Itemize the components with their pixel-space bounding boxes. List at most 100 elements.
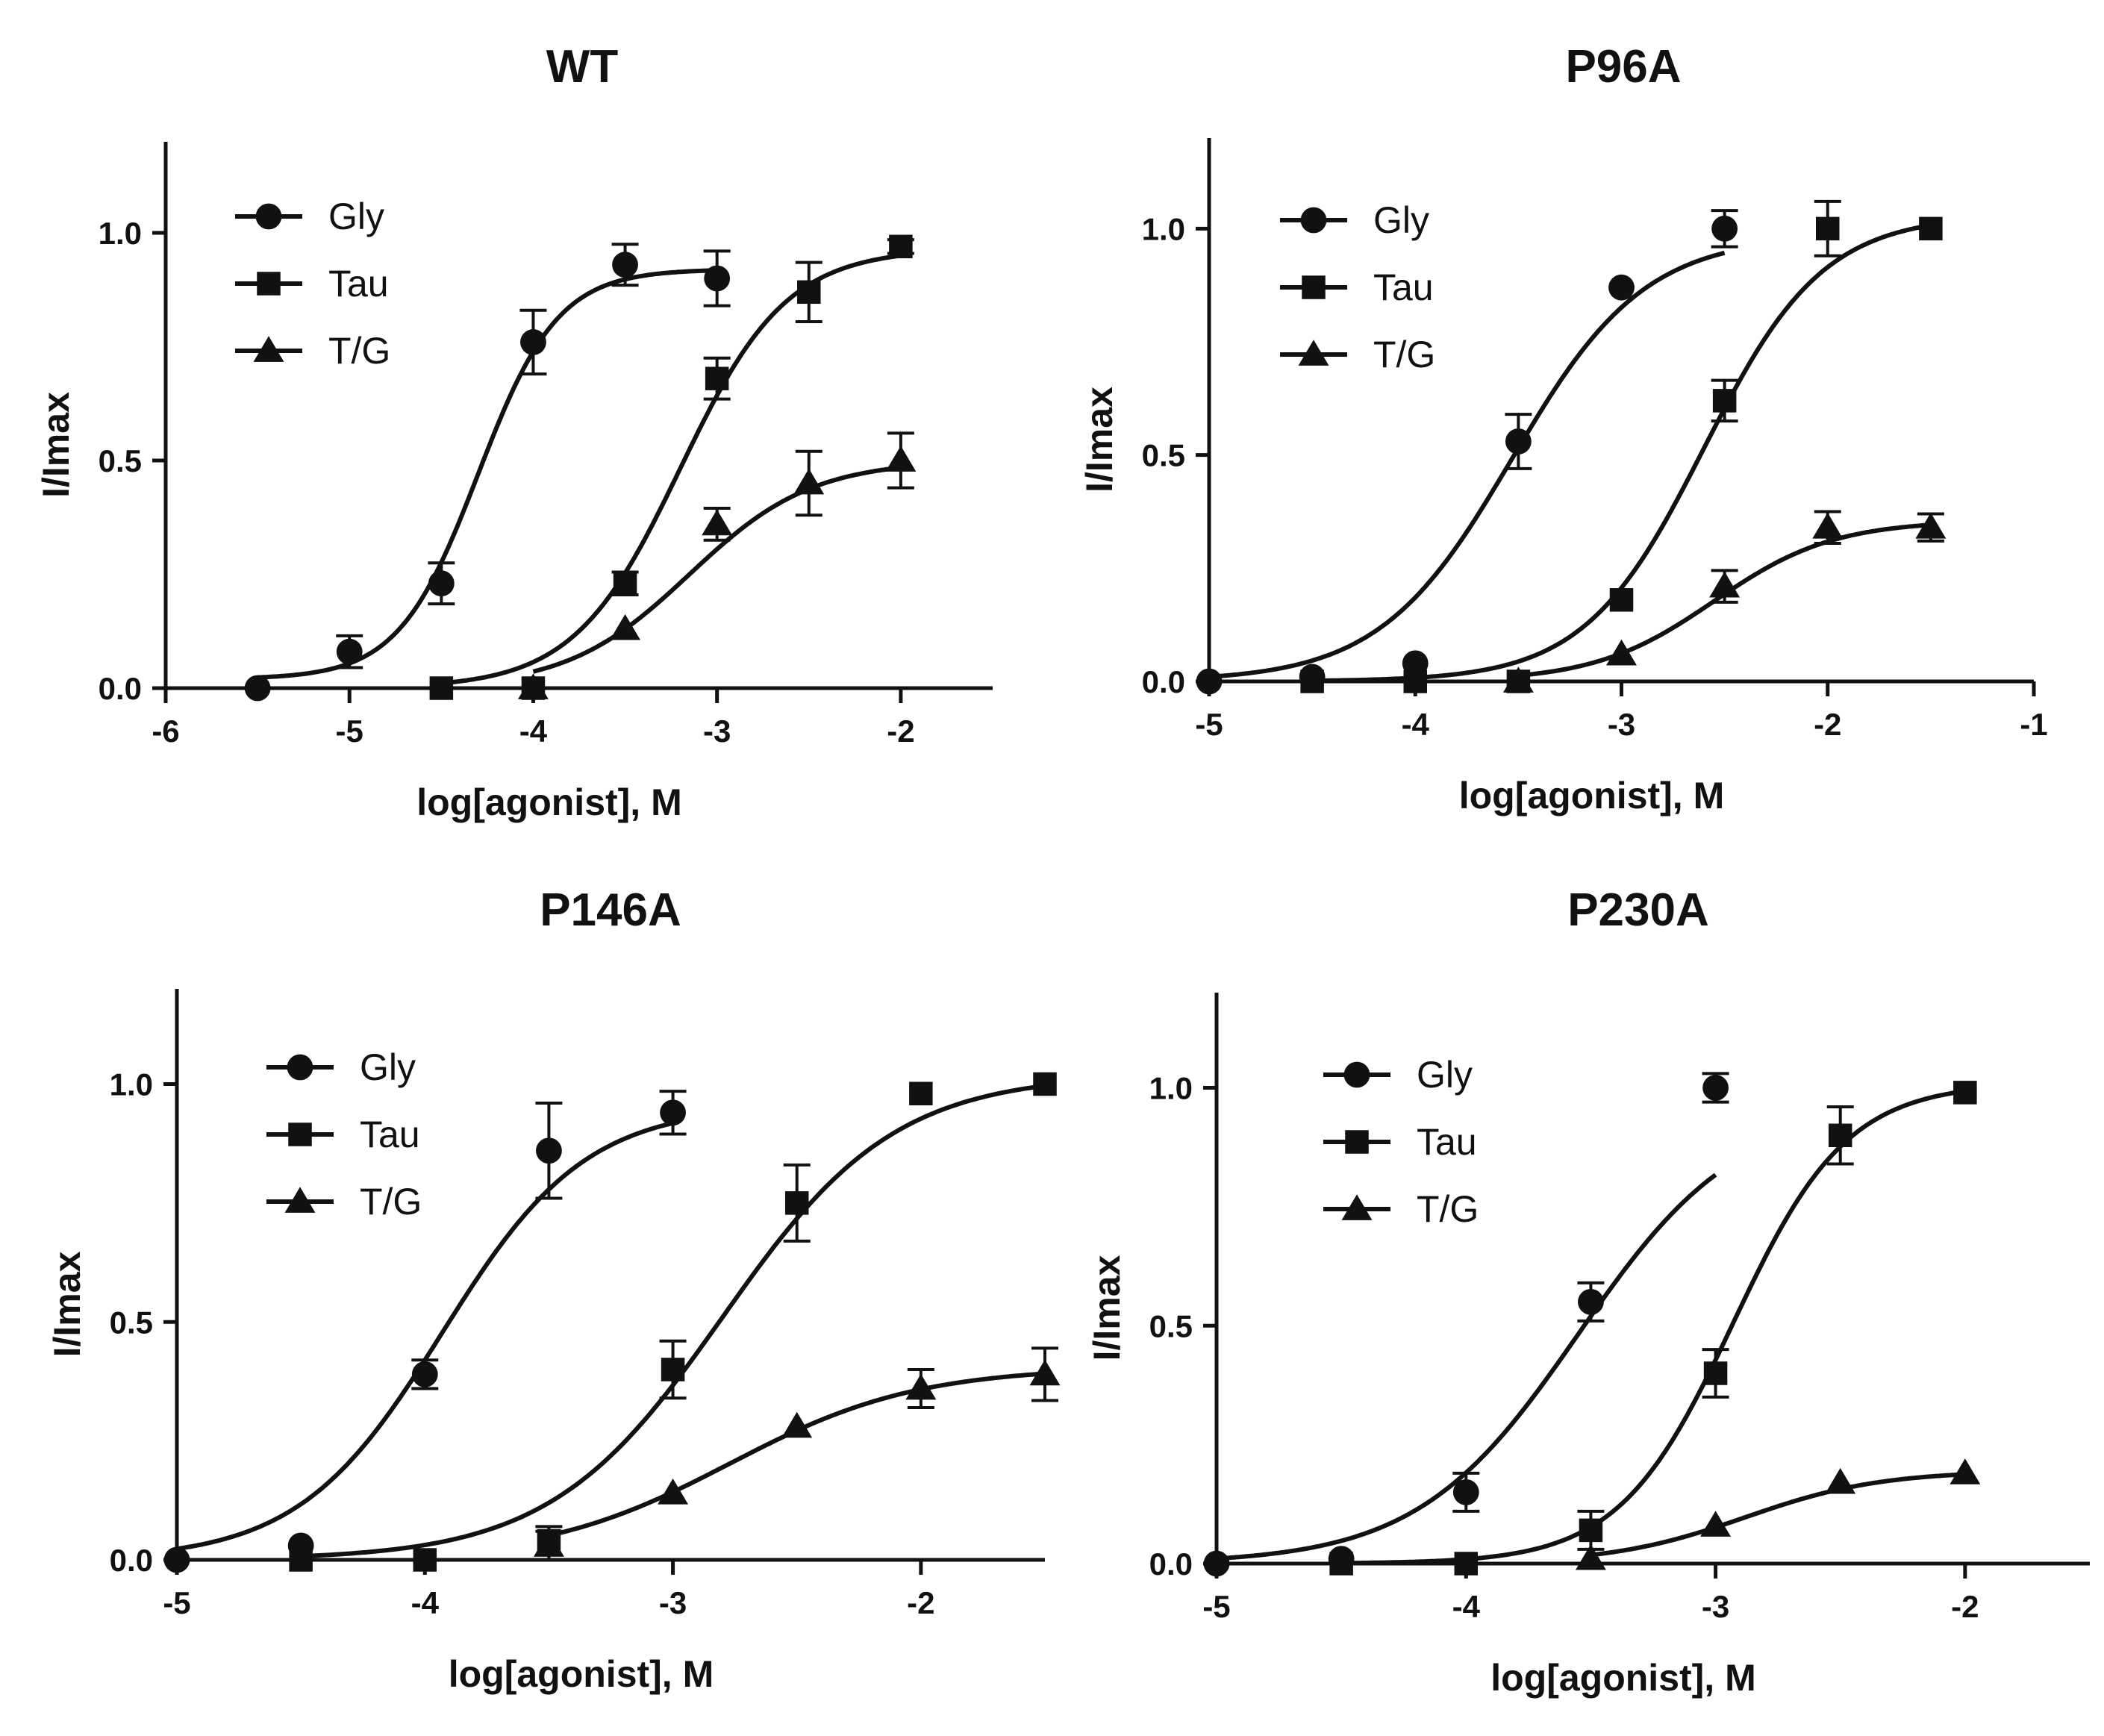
legend-marker-circle	[1343, 1061, 1370, 1088]
data-point-circle	[163, 1546, 190, 1573]
data-point-triangle	[1606, 639, 1637, 666]
y-tick-label: 0.5	[110, 1305, 153, 1340]
chart-title: P230A	[1567, 884, 1709, 936]
y-tick-label: 0.5	[1142, 438, 1185, 473]
x-tick-label: -5	[1202, 1589, 1230, 1624]
x-tick-label: -5	[336, 714, 363, 749]
x-tick-label: -3	[659, 1585, 687, 1620]
fit-curve	[532, 465, 902, 674]
data-point-triangle	[781, 1411, 813, 1438]
x-tick-label: -2	[1951, 1589, 1979, 1624]
data-point-square	[1816, 216, 1840, 241]
data-point-square	[1712, 389, 1737, 413]
data-point-triangle	[610, 613, 641, 640]
y-tick-label: 0.0	[110, 1543, 153, 1578]
y-axis-label: I/Imax	[1086, 1255, 1128, 1361]
data-point-square	[413, 1548, 437, 1572]
legend-marker-square	[288, 1123, 312, 1146]
data-point-triangle	[1950, 1458, 1981, 1484]
data-point-square	[1828, 1123, 1852, 1147]
data-point-circle	[1702, 1075, 1729, 1101]
y-tick-label: 1.0	[1149, 1071, 1193, 1106]
chart-title: WT	[546, 41, 619, 93]
data-point-square	[1703, 1361, 1728, 1385]
data-point-circle	[244, 675, 271, 702]
x-axis-label: log[agonist], M	[1490, 1657, 1756, 1699]
legend-marker-square	[1302, 275, 1326, 299]
legend-label: Tau	[1417, 1121, 1477, 1163]
x-tick-label: -2	[887, 714, 914, 749]
data-point-circle	[336, 638, 363, 665]
y-tick-label: 1.0	[1142, 211, 1185, 246]
legend-label: T/G	[1373, 334, 1435, 375]
x-axis-label: log[agonist], M	[449, 1653, 714, 1695]
x-tick-label: -2	[1814, 707, 1841, 742]
data-point-triangle	[1825, 1467, 1856, 1494]
x-tick-label: -3	[1702, 1589, 1729, 1624]
legend-label: Gly	[360, 1046, 416, 1088]
series-gly: Gly	[1196, 199, 1738, 695]
chart-title: P146A	[540, 884, 681, 936]
data-point-triangle	[1915, 512, 1947, 539]
chart-title: P96A	[1565, 41, 1681, 93]
legend-label: T/G	[328, 330, 390, 372]
y-tick-label: 0.5	[1149, 1308, 1193, 1343]
data-point-circle	[1196, 668, 1223, 695]
legend-marker-circle	[255, 203, 282, 230]
data-point-circle	[428, 570, 455, 597]
data-point-square	[1454, 1552, 1479, 1576]
data-point-square	[1579, 1518, 1603, 1543]
data-point-circle	[536, 1137, 562, 1164]
series-gly: Gly	[235, 196, 731, 702]
x-tick-label: -3	[703, 714, 731, 749]
data-point-triangle	[1709, 571, 1741, 598]
data-point-triangle	[885, 446, 917, 472]
data-point-square	[1403, 669, 1427, 693]
data-point-circle	[1578, 1288, 1604, 1315]
data-point-circle	[660, 1099, 686, 1126]
data-point-circle	[1505, 428, 1532, 455]
legend-label: Tau	[360, 1114, 420, 1155]
data-point-square	[613, 571, 637, 596]
data-point-square	[1033, 1072, 1057, 1096]
x-tick-label: -3	[1608, 707, 1635, 742]
data-point-triangle	[1575, 1543, 1606, 1570]
legend-label: Gly	[328, 196, 384, 237]
series-tg: T/G	[1280, 334, 1947, 693]
series-tau: Tau	[266, 1072, 1057, 1572]
legend-label: Gly	[1373, 199, 1429, 241]
y-axis-label: I/Imax	[35, 392, 77, 498]
y-tick-label: 0.0	[1149, 1546, 1193, 1582]
data-point-square	[289, 1548, 313, 1572]
legend-label: T/G	[360, 1181, 422, 1223]
chart-panel-p96a: P96A 0.0 0.5 1.0 -5 -4 -3 -2 -1 log[agonist], M I/…	[1078, 41, 2048, 817]
data-point-triangle	[905, 1373, 937, 1400]
x-tick-label: -4	[1452, 1589, 1481, 1624]
legend-label: T/G	[1417, 1188, 1479, 1230]
y-tick-label: 0.0	[99, 671, 142, 706]
series-tg: T/G	[266, 1181, 1061, 1561]
y-axis-label: I/Imax	[46, 1251, 88, 1357]
data-point-square	[797, 280, 821, 305]
data-point-square	[784, 1191, 809, 1215]
data-point-triangle	[533, 1531, 564, 1557]
y-tick-label: 1.0	[110, 1067, 153, 1102]
data-point-square	[429, 676, 454, 700]
chart-panel-p146a: P146A 0.0 0.5 1.0 -5 -4 -3 -2 log[agonist], M I/I…	[46, 884, 1061, 1695]
x-axis-label: log[agonist], M	[416, 781, 682, 823]
x-tick-label: -4	[1402, 707, 1430, 742]
series-tg: T/G	[1323, 1188, 1981, 1570]
x-tick-label: -5	[1195, 707, 1223, 742]
fit-curve	[1341, 1089, 1966, 1566]
data-point-square	[1329, 1552, 1353, 1576]
data-point-square	[889, 234, 913, 259]
legend-marker-triangle	[284, 1187, 316, 1213]
x-tick-label: -2	[907, 1585, 934, 1620]
series-tau: Tau	[235, 234, 914, 700]
data-point-square	[1300, 669, 1324, 693]
x-tick-label: -5	[163, 1585, 190, 1620]
data-point-square	[705, 366, 729, 390]
chart-panel-wt: WT 0.0 0.5 1.0 -6 -5 -4 -3 -2 log[agonist], M I/Im…	[35, 41, 993, 823]
series-tau: Tau	[1323, 1081, 1977, 1576]
